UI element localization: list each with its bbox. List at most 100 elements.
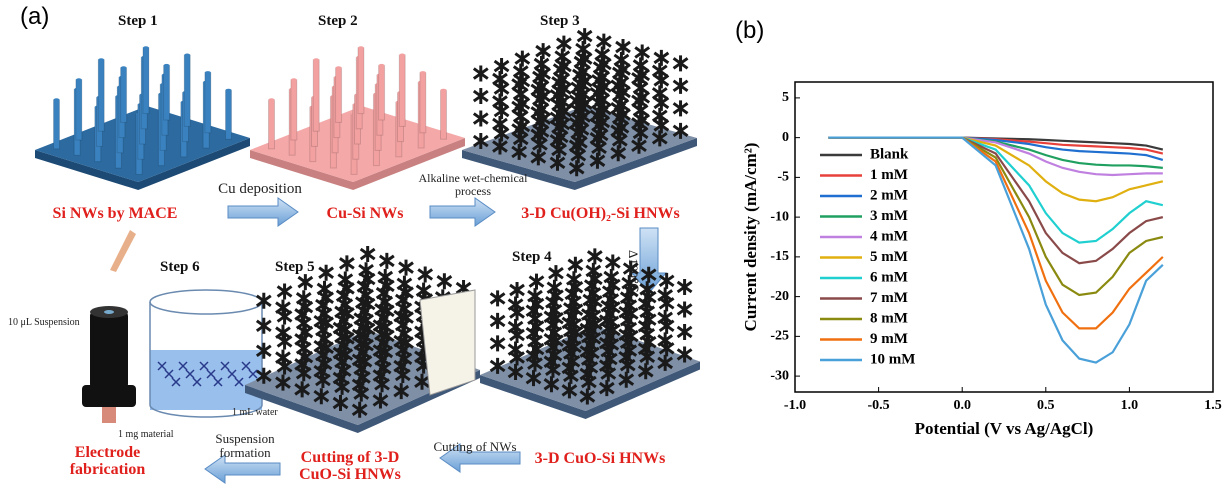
process-label: Suspension formation: [205, 432, 285, 459]
y-tick-label: 5: [782, 90, 789, 105]
si-nanowire: [205, 73, 211, 133]
legend-label: 4 mM: [870, 228, 908, 244]
legend-label: 5 mM: [870, 249, 908, 265]
cu-si-nanowire: [358, 48, 364, 114]
si-nanowire: [76, 80, 82, 140]
y-tick-label: -15: [770, 249, 789, 264]
si-nanowire-tip: [98, 58, 104, 61]
legend-label: 1 mM: [870, 167, 908, 183]
product-label: Cutting of 3-D CuO-Si HNWs: [285, 450, 415, 484]
si-nanowire-tip: [226, 89, 232, 92]
legend-label: 3 mM: [870, 208, 908, 224]
figure: -1.0-0.50.00.51.01.550-5-10-15-20-25-30P…: [0, 0, 1228, 490]
cuo-nanowire: [399, 260, 413, 276]
step-label: Step 1: [118, 14, 158, 30]
si-nanowire-tip: [121, 66, 127, 69]
cuo-nanowire: [491, 335, 505, 351]
hierarchical-nanowire: [536, 43, 550, 59]
cuo-nanowire: [437, 273, 451, 289]
process-label: Cu deposition: [195, 182, 325, 198]
cu-si-nanowire: [336, 68, 342, 123]
cu-si-nanowire-tip: [336, 66, 342, 69]
cuo-nanowire: [678, 279, 692, 295]
cuo-nanowire: [510, 282, 524, 298]
legend-label: 7 mM: [870, 290, 908, 306]
x-axis-label: Potential (V vs Ag/AgCl): [915, 419, 1094, 438]
product-label: Cu-Si NWs: [300, 206, 430, 223]
process-label: Cutting of NWs: [420, 440, 530, 454]
cuo-nanowire: [319, 265, 333, 281]
cu-si-nanowire: [441, 90, 447, 139]
legend-label: 9 mM: [870, 331, 908, 347]
product-label: Electrode fabrication: [50, 445, 165, 479]
cuo-nanowire: [257, 318, 271, 334]
panel-label: (a): [20, 4, 49, 29]
si-nanowire: [226, 90, 232, 139]
si-nanowire: [164, 65, 170, 120]
panel-label: (b): [735, 18, 764, 43]
y-tick-label: 0: [782, 130, 789, 145]
si-nanowire-tip: [164, 64, 170, 67]
hierarchical-nanowire: [635, 44, 649, 60]
y-tick-label: -5: [777, 170, 789, 185]
cuo-nanowire: [529, 274, 543, 290]
cuo-nanowire: [678, 324, 692, 340]
hierarchical-nanowire: [474, 88, 488, 104]
x-tick-label: 1.0: [1121, 398, 1139, 413]
si-nanowire: [121, 68, 127, 123]
process-label: Alkaline wet-chemical process: [418, 172, 528, 197]
hierarchical-nanowire: [515, 51, 529, 67]
annotation: 10 μL Suspension: [8, 318, 80, 329]
cuo-nanowire: [278, 283, 292, 299]
step-label: Step 6: [160, 260, 200, 276]
process-label: Δ180℃: [626, 250, 640, 292]
cu-si-nanowire-tip: [269, 98, 275, 101]
cu-si-nanowire-tip: [441, 89, 447, 92]
hierarchical-nanowire: [674, 100, 688, 116]
hierarchical-nanowire: [474, 111, 488, 127]
step-label: Step 5: [275, 260, 315, 276]
cu-si-nanowire-tip: [358, 46, 364, 49]
hierarchical-nanowire: [674, 78, 688, 94]
step-label: Step 3: [540, 14, 580, 30]
cu-si-nanowire-tip: [313, 58, 319, 61]
legend-label: 2 mM: [870, 187, 908, 203]
electrode: [90, 310, 128, 390]
step-label: Step 2: [318, 14, 358, 30]
legend-label: 6 mM: [870, 269, 908, 285]
x-tick-label: 0.5: [1037, 398, 1055, 413]
x-tick-label: 0.0: [953, 398, 971, 413]
cu-si-nanowire-tip: [379, 64, 385, 67]
cuo-nanowire: [491, 313, 505, 329]
hierarchical-nanowire: [597, 34, 611, 50]
cu-si-nanowire: [420, 73, 426, 133]
cuo-nanowire: [568, 257, 582, 273]
hierarchical-nanowire: [474, 66, 488, 82]
liquid: [150, 350, 262, 410]
si-nanowire: [98, 60, 104, 131]
si-nanowire: [143, 48, 149, 114]
legend-label: 10 mM: [870, 351, 915, 367]
cuo-nanowire: [549, 265, 563, 281]
cu-si-nanowire: [379, 65, 385, 120]
cu-si-nanowire: [269, 100, 275, 149]
cu-si-nanowire: [313, 60, 319, 131]
si-nanowire: [54, 100, 60, 149]
hierarchical-nanowire: [495, 58, 509, 74]
y-tick-label: -25: [770, 329, 789, 344]
x-tick-label: 1.5: [1204, 398, 1222, 413]
pipette: [110, 230, 136, 272]
hierarchical-nanowire: [654, 50, 668, 66]
y-tick-label: -30: [770, 368, 789, 383]
cuo-nanowire: [588, 248, 602, 264]
y-axis-label: Current density (mA/cm²): [741, 143, 760, 332]
beaker-rim: [150, 290, 262, 314]
step-label: Step 4: [512, 250, 552, 266]
y-tick-label: -20: [770, 289, 789, 304]
arrow: [228, 198, 298, 226]
annotation: 1 mg material: [118, 430, 174, 441]
electrode-pin: [102, 407, 116, 423]
cut-sheet: [420, 290, 475, 395]
hierarchical-nanowire: [674, 55, 688, 71]
si-nanowire-tip: [184, 54, 190, 57]
